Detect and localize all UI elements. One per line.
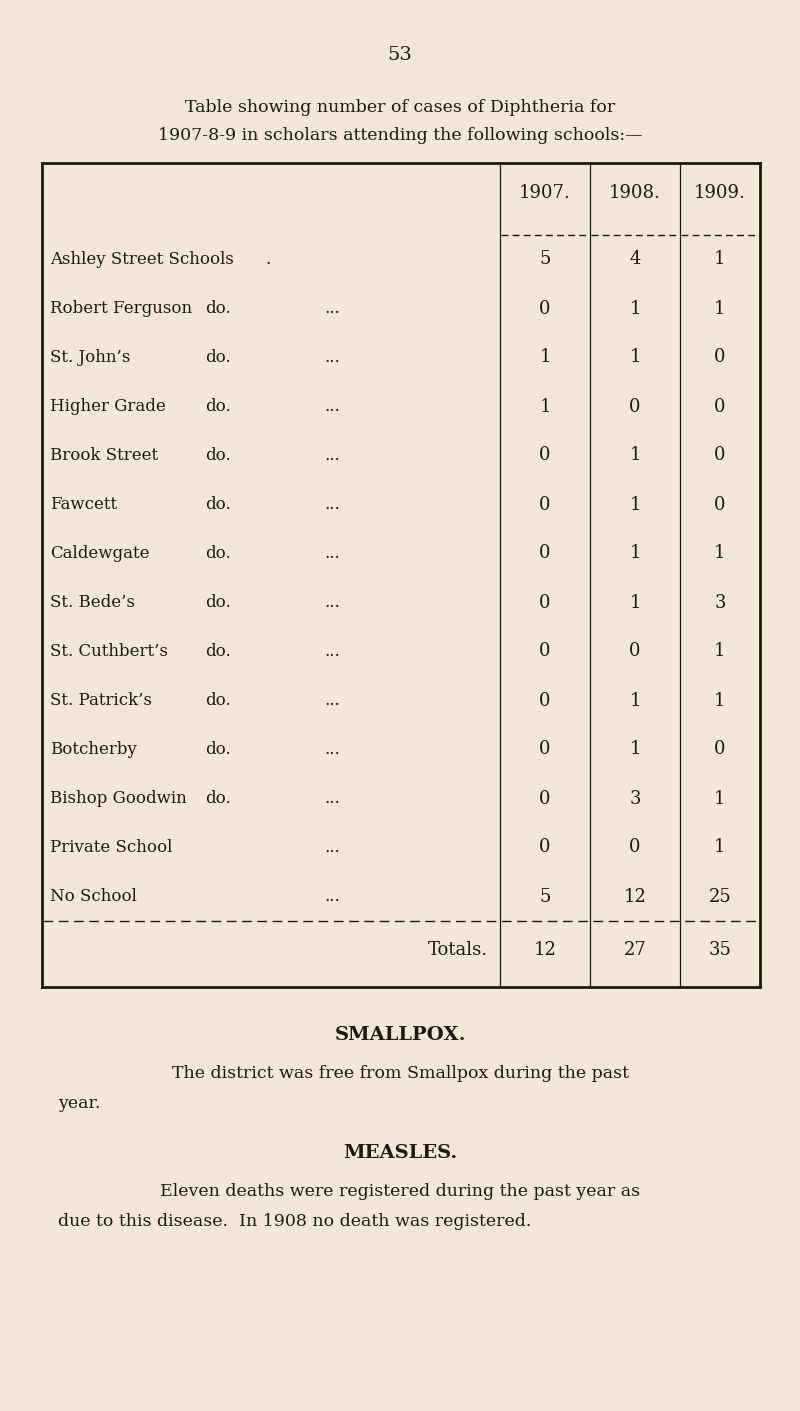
Text: Caldewgate: Caldewgate (50, 545, 150, 562)
Text: Robert Ferguson: Robert Ferguson (50, 301, 192, 317)
Text: 0: 0 (630, 398, 641, 415)
Text: ...: ... (324, 594, 340, 611)
Text: St. John’s: St. John’s (50, 349, 130, 365)
Text: 0: 0 (539, 495, 550, 514)
Text: do.: do. (205, 643, 230, 660)
Text: ...: ... (324, 545, 340, 562)
Text: 1: 1 (630, 349, 641, 367)
Text: 1: 1 (630, 495, 641, 514)
Text: do.: do. (205, 790, 230, 807)
Text: ...: ... (324, 349, 340, 365)
Text: do.: do. (205, 447, 230, 464)
Text: do.: do. (205, 398, 230, 415)
Text: do.: do. (205, 594, 230, 611)
Text: 0: 0 (539, 790, 550, 807)
Text: 1: 1 (714, 838, 726, 856)
Text: 1: 1 (714, 545, 726, 563)
Text: 1908.: 1908. (609, 185, 661, 202)
Text: ...: ... (324, 741, 340, 758)
Text: The district was free from Smallpox during the past: The district was free from Smallpox duri… (171, 1064, 629, 1081)
Text: 0: 0 (539, 545, 550, 563)
Text: ...: ... (324, 398, 340, 415)
Text: 0: 0 (630, 838, 641, 856)
Text: Brook Street: Brook Street (50, 447, 158, 464)
Text: 0: 0 (539, 446, 550, 464)
Text: 3: 3 (630, 790, 641, 807)
Text: 0: 0 (714, 349, 726, 367)
Text: 1: 1 (630, 446, 641, 464)
Text: ...: ... (324, 840, 340, 856)
Text: 1: 1 (714, 299, 726, 317)
Text: 0: 0 (539, 299, 550, 317)
Text: do.: do. (205, 691, 230, 708)
Text: 1: 1 (630, 545, 641, 563)
Text: Totals.: Totals. (428, 941, 488, 959)
Text: 1: 1 (714, 642, 726, 660)
Text: 0: 0 (714, 446, 726, 464)
Text: do.: do. (205, 301, 230, 317)
Text: do.: do. (205, 497, 230, 514)
Text: 1: 1 (714, 790, 726, 807)
Text: Fawcett: Fawcett (50, 497, 117, 514)
Text: 1907.: 1907. (519, 185, 571, 202)
Text: 0: 0 (539, 838, 550, 856)
Text: 0: 0 (630, 642, 641, 660)
Text: 3: 3 (714, 594, 726, 611)
Text: do.: do. (205, 349, 230, 365)
Text: St. Patrick’s: St. Patrick’s (50, 691, 152, 708)
Text: 0: 0 (539, 741, 550, 759)
Text: 4: 4 (630, 251, 641, 268)
Text: MEASLES.: MEASLES. (343, 1144, 457, 1163)
Text: 53: 53 (387, 47, 413, 63)
Text: ...: ... (324, 497, 340, 514)
Text: 1: 1 (630, 594, 641, 611)
Text: do.: do. (205, 545, 230, 562)
Text: 27: 27 (624, 941, 646, 959)
Text: 0: 0 (539, 691, 550, 710)
Text: Higher Grade: Higher Grade (50, 398, 166, 415)
Text: 12: 12 (623, 888, 646, 906)
Text: Eleven deaths were registered during the past year as: Eleven deaths were registered during the… (160, 1182, 640, 1199)
Text: 1907-8-9 in scholars attending the following schools:—: 1907-8-9 in scholars attending the follo… (158, 127, 642, 144)
Text: 1: 1 (630, 741, 641, 759)
Text: ...: ... (324, 888, 340, 904)
Text: 25: 25 (709, 888, 731, 906)
Text: Ashley Street Schools: Ashley Street Schools (50, 251, 234, 268)
Text: year.: year. (58, 1095, 101, 1112)
Text: ...: ... (324, 643, 340, 660)
Text: 1: 1 (714, 691, 726, 710)
Text: 12: 12 (534, 941, 557, 959)
Text: 1: 1 (714, 251, 726, 268)
Text: ...: ... (324, 447, 340, 464)
Text: ...: ... (324, 691, 340, 708)
Text: 1: 1 (539, 349, 550, 367)
Text: Table showing number of cases of Diphtheria for: Table showing number of cases of Diphthe… (185, 100, 615, 117)
Text: 5: 5 (539, 251, 550, 268)
Text: 35: 35 (709, 941, 731, 959)
Text: 0: 0 (539, 594, 550, 611)
Text: 1909.: 1909. (694, 185, 746, 202)
Text: 1: 1 (630, 691, 641, 710)
Text: 0: 0 (714, 741, 726, 759)
Text: St. Cuthbert’s: St. Cuthbert’s (50, 643, 168, 660)
Text: do.: do. (205, 741, 230, 758)
Text: 0: 0 (714, 398, 726, 415)
Text: 1: 1 (630, 299, 641, 317)
Text: No School: No School (50, 888, 137, 904)
Text: St. Bede’s: St. Bede’s (50, 594, 135, 611)
Text: SMALLPOX.: SMALLPOX. (334, 1026, 466, 1044)
Text: 0: 0 (539, 642, 550, 660)
Text: 1: 1 (539, 398, 550, 415)
Text: Bishop Goodwin: Bishop Goodwin (50, 790, 186, 807)
Text: 5: 5 (539, 888, 550, 906)
Text: .: . (265, 251, 270, 268)
Text: Private School: Private School (50, 840, 172, 856)
Text: due to this disease.  In 1908 no death was registered.: due to this disease. In 1908 no death wa… (58, 1212, 531, 1229)
Text: ...: ... (324, 301, 340, 317)
Text: Botcherby: Botcherby (50, 741, 137, 758)
Text: ...: ... (324, 790, 340, 807)
Text: 0: 0 (714, 495, 726, 514)
